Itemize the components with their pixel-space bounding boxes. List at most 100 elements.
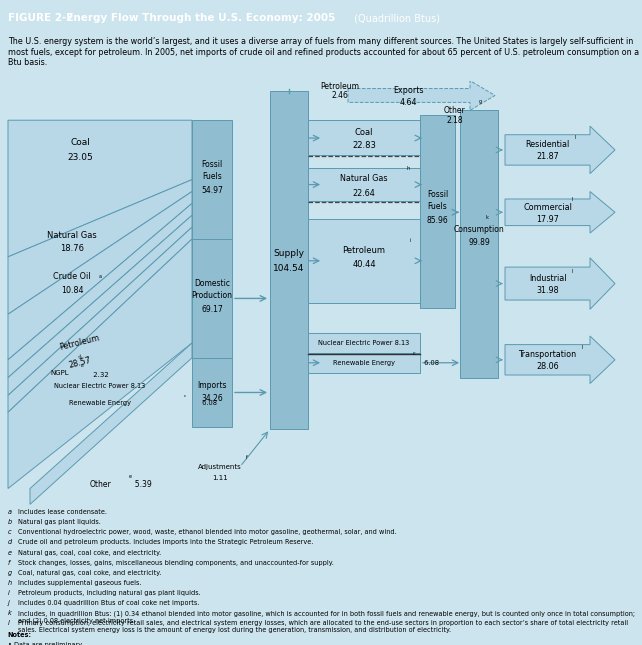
Polygon shape [30, 343, 192, 504]
Text: Stock changes, losses, gains, miscellaneous blending components, and unaccounted: Stock changes, losses, gains, miscellane… [18, 560, 334, 566]
Bar [308, 333, 420, 353]
Text: c: c [8, 530, 12, 535]
Text: l: l [582, 345, 583, 350]
Polygon shape [505, 258, 615, 310]
Text: 54.97: 54.97 [201, 186, 223, 195]
Text: Nuclear Electric Power 8.13: Nuclear Electric Power 8.13 [318, 340, 410, 346]
Text: 85.96: 85.96 [427, 215, 448, 224]
Text: Includes, in quadrillion Btus: (1) 0.34 ethanol blended into motor gasoline, whi: Includes, in quadrillion Btus: (1) 0.34 … [18, 610, 635, 624]
Text: Includes supplemental gaseous fuels.: Includes supplemental gaseous fuels. [18, 580, 141, 586]
Text: Commercial: Commercial [523, 203, 572, 212]
Text: Natural gas plant liquids.: Natural gas plant liquids. [18, 519, 101, 525]
Text: l: l [575, 135, 576, 140]
Bar [420, 115, 455, 308]
Text: g: g [8, 570, 12, 576]
Text: Other: Other [444, 106, 466, 115]
Text: Renewable Energy: Renewable Energy [69, 401, 131, 406]
Polygon shape [8, 192, 192, 360]
Polygon shape [8, 120, 192, 257]
Polygon shape [8, 179, 192, 314]
Text: (Quadrillion Btus): (Quadrillion Btus) [351, 13, 440, 23]
Polygon shape [505, 336, 615, 384]
Text: Supply: Supply [273, 250, 304, 259]
Text: Fossil: Fossil [427, 190, 448, 199]
Text: Renewable Energy: Renewable Energy [333, 360, 395, 366]
Text: 4.64: 4.64 [399, 98, 417, 107]
Text: NGPL: NGPL [51, 370, 69, 375]
Text: Petroleum: Petroleum [342, 246, 385, 255]
Text: 1.11: 1.11 [212, 475, 228, 481]
Text: g: g [478, 99, 482, 104]
Text: Includes lease condensate.: Includes lease condensate. [18, 509, 107, 515]
Bar [192, 239, 232, 358]
Text: Nuclear Electric Power 8.13: Nuclear Electric Power 8.13 [55, 382, 146, 388]
Text: Crude Oil: Crude Oil [53, 272, 91, 281]
Text: Crude oil and petroleum products. Includes imports into the Strategic Petroleum : Crude oil and petroleum products. Includ… [18, 539, 313, 546]
Polygon shape [348, 81, 495, 110]
Text: Petroleum: Petroleum [59, 333, 101, 352]
Text: 10.84: 10.84 [61, 286, 83, 295]
Text: Coal: Coal [355, 128, 373, 137]
Bar [270, 90, 308, 429]
Text: Natural Gas: Natural Gas [47, 230, 97, 239]
Text: 104.54: 104.54 [273, 264, 305, 273]
Text: Petroleum: Petroleum [320, 82, 360, 91]
Text: Domestic: Domestic [194, 279, 230, 288]
Text: Imports: Imports [197, 381, 227, 390]
Text: j: j [8, 600, 10, 606]
Text: i: i [8, 590, 10, 596]
Text: i: i [410, 238, 411, 243]
Text: Production: Production [191, 291, 232, 300]
Polygon shape [8, 215, 192, 395]
Polygon shape [505, 126, 615, 174]
Text: 6.08: 6.08 [200, 401, 217, 406]
Text: Energy Flow Through the U.S. Economy: 2005: Energy Flow Through the U.S. Economy: 20… [59, 13, 335, 23]
Bar [308, 120, 420, 155]
Bar [308, 353, 420, 373]
Text: 5.39: 5.39 [130, 480, 152, 489]
Text: Adjustments: Adjustments [198, 464, 242, 470]
Text: b: b [81, 364, 83, 368]
Polygon shape [8, 203, 192, 377]
Text: The U.S. energy system is the world’s largest, and it uses a diverse array of fu: The U.S. energy system is the world’s la… [8, 37, 639, 67]
Text: 22.64: 22.64 [352, 189, 376, 198]
Text: 23.05: 23.05 [67, 154, 93, 163]
Text: Includes 0.04 quadrillion Btus of coal coke net imports.: Includes 0.04 quadrillion Btus of coal c… [18, 600, 200, 606]
Text: Natural Gas: Natural Gas [340, 174, 388, 183]
Text: 34.26: 34.26 [201, 394, 223, 403]
Text: l: l [572, 269, 573, 273]
Text: Conventional hydroelectric power, wood, waste, ethanol blended into motor gasoli: Conventional hydroelectric power, wood, … [18, 530, 397, 535]
Text: 17.97: 17.97 [536, 215, 559, 224]
Text: k: k [8, 610, 12, 617]
Text: 22.83: 22.83 [352, 141, 376, 150]
Text: l: l [572, 197, 573, 203]
Polygon shape [505, 192, 615, 233]
Text: f: f [8, 560, 10, 566]
Text: a: a [8, 509, 12, 515]
Text: Primary consumption, electricity retail sales, and electrical system energy loss: Primary consumption, electricity retail … [18, 620, 628, 633]
Polygon shape [8, 227, 192, 412]
Text: Coal: Coal [70, 137, 90, 146]
Text: Coal, natural gas, coal coke, and electricity.: Coal, natural gas, coal coke, and electr… [18, 570, 161, 576]
Text: Natural gas, coal, coal coke, and electricity.: Natural gas, coal, coal coke, and electr… [18, 550, 161, 555]
Text: 28.06: 28.06 [536, 362, 559, 372]
Text: Transportation: Transportation [519, 350, 577, 359]
Text: 40.44: 40.44 [352, 261, 376, 269]
Text: b: b [8, 519, 12, 525]
Text: c: c [413, 351, 415, 356]
Text: FIGURE 2-2: FIGURE 2-2 [8, 13, 73, 23]
Text: c: c [184, 394, 186, 399]
Text: 18.76: 18.76 [60, 244, 84, 253]
Bar [308, 168, 420, 201]
Text: h: h [406, 166, 410, 171]
Text: • Data are preliminary.: • Data are preliminary. [8, 642, 83, 645]
Text: 21.87: 21.87 [536, 152, 559, 161]
Text: d: d [8, 539, 12, 546]
Text: 2.32: 2.32 [91, 372, 109, 378]
Text: e: e [8, 550, 12, 555]
Text: d: d [78, 354, 82, 360]
Text: f: f [246, 455, 248, 460]
Text: 28.57: 28.57 [68, 355, 92, 370]
Polygon shape [8, 239, 192, 488]
Text: l: l [8, 620, 10, 626]
